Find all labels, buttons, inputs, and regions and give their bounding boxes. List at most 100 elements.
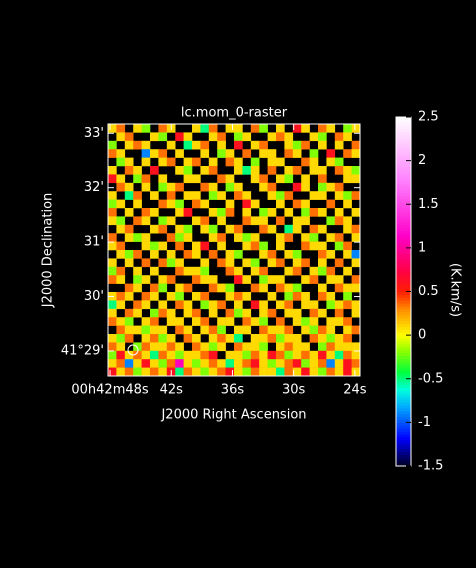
cell [225,292,235,301]
cell [124,140,134,150]
colorbar-swatch [396,332,411,336]
cell [309,317,319,326]
cell [208,182,218,192]
colorbar-swatch [396,137,411,141]
colorbar-swatch [396,364,411,368]
cell [351,174,361,184]
cell [292,308,302,318]
cell [234,124,243,133]
colorbar-swatch [396,314,411,319]
x-tick-label: 30s [282,383,306,398]
cell [150,132,159,142]
cell [200,216,210,226]
cell [267,149,277,158]
cell [166,317,176,326]
cell [343,132,352,142]
cell [301,140,310,150]
cell [192,157,201,167]
cell [225,174,235,184]
colorbar-swatch [396,413,411,418]
cell [351,283,361,293]
cell [351,149,361,158]
cell [301,157,310,167]
cell [242,241,252,251]
colorbar-swatch [396,338,411,342]
cell [343,342,352,352]
cell [124,166,134,175]
cell [250,350,260,360]
cell [200,182,210,192]
cell [150,191,159,200]
cell [351,350,361,360]
cell [108,191,117,200]
cell [166,334,176,343]
cell [250,157,260,167]
cell [334,258,344,268]
cell [175,258,184,268]
cell [267,350,277,360]
cell [234,250,243,259]
colorbar-swatch [396,119,411,124]
colorbar-swatch [396,399,411,403]
cell [217,317,226,326]
colorbar-swatch [396,294,411,298]
colorbar-swatch [396,416,411,420]
cell [284,367,294,377]
cell [116,149,126,158]
cell [276,199,285,209]
cell [234,157,243,167]
cell [326,182,336,192]
cell [301,124,310,133]
cell [192,308,201,318]
cell [200,325,210,335]
cell [234,334,243,343]
cell [259,359,268,368]
cell [326,149,336,158]
cell [208,367,218,377]
cell [108,166,117,175]
cell [150,266,159,276]
cell [267,132,277,142]
cell [267,275,277,284]
colorbar-swatch [396,349,411,354]
cell [292,140,302,150]
cell [234,233,243,242]
cell [334,241,344,251]
cell [124,367,134,377]
colorbar-swatch [396,143,411,147]
cell [150,350,159,360]
cell [192,250,201,259]
cell [276,132,285,142]
cell [234,359,243,368]
cell [192,174,201,184]
cell [116,350,126,360]
cell [343,174,352,184]
cell [343,325,352,335]
cell [166,140,176,150]
cell [217,140,226,150]
cell [351,140,361,150]
cell [124,283,134,293]
colorbar-swatch [396,422,411,426]
cell [284,149,294,158]
cell [318,208,327,217]
colorbar-swatch [396,451,411,455]
cell [309,350,319,360]
cell [276,258,285,268]
cell [292,283,302,293]
cell [318,283,327,293]
colorbar-swatch [396,122,411,127]
cell [242,208,252,217]
cell [318,174,327,184]
cell [276,317,285,326]
cell [326,124,336,133]
cell [192,317,201,326]
cell [133,124,142,133]
colorbar-swatch [396,236,411,240]
cell [318,182,327,192]
cell [225,199,235,209]
cell [133,325,142,335]
colorbar-swatch [396,163,411,167]
cell [234,266,243,276]
